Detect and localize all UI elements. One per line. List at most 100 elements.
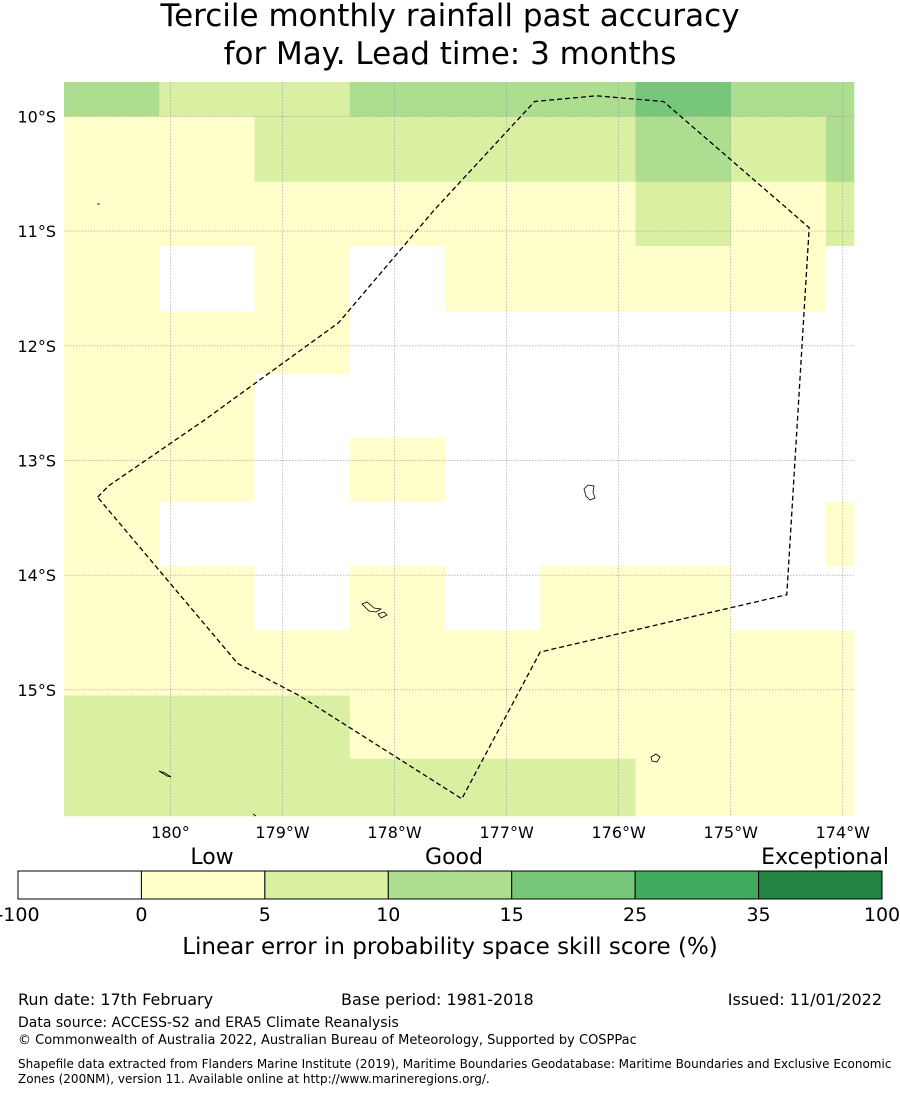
skill-cell xyxy=(64,630,160,696)
colorbar-swatch xyxy=(17,870,142,900)
skill-cell xyxy=(540,116,636,183)
latitude-tick-label: 10°S xyxy=(17,107,56,126)
skill-cell xyxy=(349,437,446,503)
skill-cell xyxy=(635,82,732,117)
latitude-tick-label: 15°S xyxy=(17,681,56,700)
skill-cell xyxy=(444,116,541,183)
colorbar-swatches xyxy=(17,870,883,900)
skill-map: 10°S11°S12°S13°S14°S15°S 180° 179°W 178°W 1… xyxy=(17,82,870,842)
colorbar-swatch xyxy=(634,870,760,900)
skill-cell xyxy=(159,82,255,117)
longitude-tick-label: 175°W xyxy=(704,823,759,842)
skill-cell xyxy=(159,116,255,183)
map-title-line1: Tercile monthly rainfall past accuracy xyxy=(160,0,740,34)
skill-cell xyxy=(540,82,636,117)
skill-cell xyxy=(444,758,541,817)
colorbar-swatch xyxy=(387,870,513,900)
skill-cell xyxy=(159,630,255,696)
skill-cell xyxy=(730,437,827,503)
eez-boundary xyxy=(97,95,810,800)
skill-cell xyxy=(349,630,446,696)
skill-cell xyxy=(254,565,351,631)
skill-cell xyxy=(825,695,855,759)
skill-cell xyxy=(349,246,446,312)
colorbar-tick-label: 100 xyxy=(864,904,900,926)
skill-cell xyxy=(635,116,732,183)
skill-cell xyxy=(444,311,541,375)
skill-cell xyxy=(64,501,160,567)
skill-cell xyxy=(159,437,255,503)
skill-cell xyxy=(825,437,855,503)
skill-cell xyxy=(254,374,351,438)
skill-cell xyxy=(635,311,732,375)
skill-cell xyxy=(64,565,160,631)
skill-cell xyxy=(730,565,827,631)
base-period: Base period: 1981-2018 xyxy=(341,990,534,1009)
skill-cell xyxy=(159,374,255,438)
colorbar-tick-label: 35 xyxy=(746,904,770,926)
skill-cell xyxy=(540,695,636,759)
skill-cell xyxy=(540,181,636,247)
skill-cell xyxy=(635,181,732,247)
island-outline xyxy=(650,753,661,763)
issued-date: Issued: 11/01/2022 xyxy=(727,990,882,1009)
skill-cell xyxy=(64,374,160,438)
skill-cell xyxy=(254,246,351,312)
shapefile-credit-line2: Zones (200NM), version 11. Available onl… xyxy=(18,1072,490,1086)
skill-cell xyxy=(254,630,351,696)
colorbar-tick-label: 5 xyxy=(259,904,271,926)
skill-cell xyxy=(540,758,636,817)
skill-cell xyxy=(349,311,446,375)
skill-cell xyxy=(825,758,855,817)
colorbar-category-label: Exceptional xyxy=(761,845,889,870)
island-outline xyxy=(252,813,257,817)
longitude-labels: 180° 179°W 178°W 177°W 176°W 175°W 174°W xyxy=(151,823,870,842)
skill-cell xyxy=(64,116,160,183)
longitude-tick-label: 179°W xyxy=(255,823,310,842)
colorbar-category-label: Low xyxy=(190,845,233,870)
skill-cell xyxy=(825,501,855,567)
colorbar-swatch xyxy=(758,870,883,900)
colorbar-category-labels: Low Good Exceptional xyxy=(190,845,889,870)
skill-cell xyxy=(825,374,855,438)
skill-cell xyxy=(159,501,255,567)
island-outline xyxy=(583,484,596,501)
skill-cell xyxy=(444,695,541,759)
skill-cell xyxy=(254,181,351,247)
skill-cell xyxy=(444,501,541,567)
colorbar-swatch xyxy=(511,870,636,900)
colorbar-tick-label: 25 xyxy=(623,904,647,926)
latitude-tick-label: 11°S xyxy=(17,222,56,241)
skill-cell xyxy=(730,374,827,438)
skill-cell xyxy=(444,82,541,117)
skill-cell xyxy=(159,246,255,312)
skill-cell xyxy=(159,565,255,631)
skill-cell xyxy=(730,630,827,696)
skill-cell xyxy=(540,246,636,312)
skill-cell xyxy=(540,630,636,696)
longitude-tick-label: 176°W xyxy=(592,823,647,842)
skill-cell xyxy=(730,695,827,759)
colorbar-tick-labels: -100 0 5 10 15 25 35 100 xyxy=(0,904,900,926)
skill-cell xyxy=(730,246,827,312)
skill-cell xyxy=(635,695,732,759)
skill-cell xyxy=(254,501,351,567)
skill-cell xyxy=(635,758,732,817)
skill-cell xyxy=(349,82,446,117)
skill-cell xyxy=(254,695,351,759)
skill-cell xyxy=(349,181,446,247)
skill-cell xyxy=(825,181,855,247)
colorbar: Low Good Exceptional -100 0 5 10 15 25 35 100 Lin… xyxy=(0,845,900,960)
skill-cell xyxy=(254,82,351,117)
skill-cell xyxy=(540,501,636,567)
skill-cell xyxy=(254,116,351,183)
run-date: Run date: 17th February xyxy=(18,990,214,1009)
skill-cell xyxy=(349,695,446,759)
skill-cell xyxy=(159,695,255,759)
skill-cell xyxy=(349,501,446,567)
skill-cell xyxy=(635,565,732,631)
colorbar-tick-label: 0 xyxy=(135,904,147,926)
skill-cell xyxy=(349,565,446,631)
skill-cell xyxy=(825,246,855,312)
skill-cell xyxy=(349,374,446,438)
